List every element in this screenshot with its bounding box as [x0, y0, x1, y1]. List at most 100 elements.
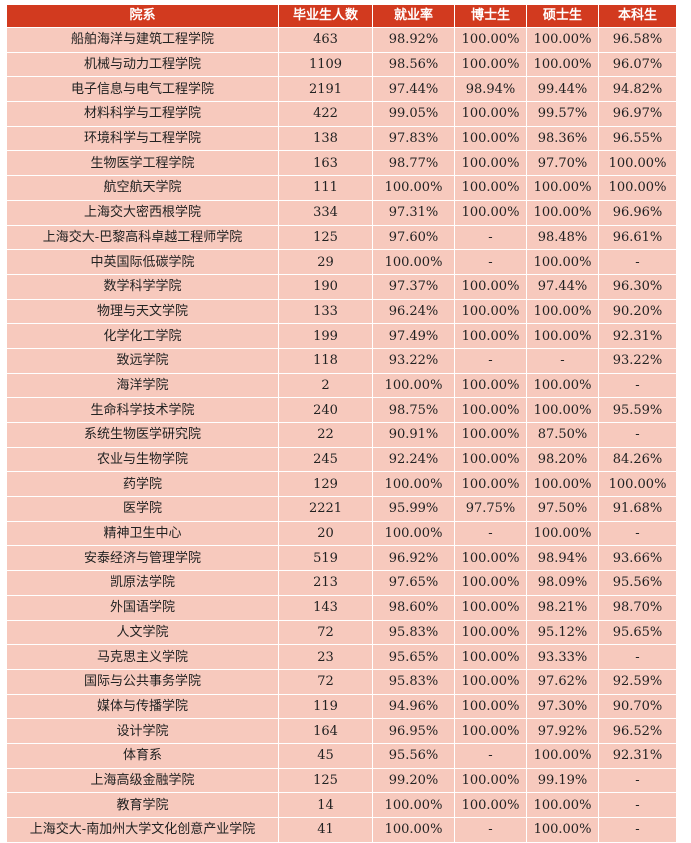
undergraduate-cell: 96.55%: [598, 125, 677, 152]
employment-rate-cell: 98.60%: [372, 594, 455, 621]
doctoral-cell: 100.00%: [454, 397, 527, 423]
header-master: 硕士生: [526, 4, 599, 28]
employment-rate-cell: 98.77%: [372, 150, 455, 177]
master-cell: 98.21%: [526, 594, 599, 621]
department-cell: 材料科学与工程学院: [6, 101, 279, 127]
table-row: 电子信息与电气工程学院 2191 97.44% 98.94% 99.44% 94.82%: [6, 76, 677, 103]
department-cell: 马克思主义学院: [6, 644, 279, 670]
employment-rate-cell: 99.20%: [372, 767, 455, 794]
graduates-cell: 334: [278, 199, 373, 226]
graduates-cell: 125: [278, 767, 373, 794]
table-row: 环境科学与工程学院 138 97.83% 100.00% 98.36% 96.55%: [6, 125, 677, 152]
graduates-cell: 2221: [278, 496, 373, 522]
employment-rate-cell: 99.05%: [372, 101, 455, 127]
employment-rate-cell: 96.24%: [372, 298, 455, 325]
department-cell: 上海高级金融学院: [6, 767, 279, 794]
doctoral-cell: 100.00%: [454, 422, 527, 448]
department-cell: 数学科学学院: [6, 273, 279, 300]
header-graduates: 毕业生人数: [278, 4, 373, 28]
master-cell: 100.00%: [526, 520, 599, 547]
undergraduate-cell: -: [598, 520, 677, 547]
master-cell: 100.00%: [526, 742, 599, 769]
undergraduate-cell: -: [598, 644, 677, 670]
undergraduate-cell: 90.70%: [598, 693, 677, 720]
department-cell: 机械与动力工程学院: [6, 51, 279, 78]
undergraduate-cell: 93.22%: [598, 347, 677, 374]
doctoral-cell: 100.00%: [454, 668, 527, 695]
employment-rate-cell: 97.65%: [372, 570, 455, 596]
table-row: 国际与公共事务学院 72 95.83% 100.00% 97.62% 92.59%: [6, 668, 677, 695]
employment-rate-cell: 100.00%: [372, 249, 455, 275]
graduates-cell: 1109: [278, 51, 373, 78]
master-cell: 100.00%: [526, 323, 599, 349]
department-cell: 国际与公共事务学院: [6, 668, 279, 695]
master-cell: 100.00%: [526, 471, 599, 498]
table-header: 院系 毕业生人数 就业率 博士生 硕士生 本科生: [6, 4, 677, 28]
employment-rate-cell: 97.31%: [372, 199, 455, 226]
table-row: 安泰经济与管理学院 519 96.92% 100.00% 98.94% 93.66%: [6, 545, 677, 572]
employment-rate-cell: 97.49%: [372, 323, 455, 349]
table-row: 航空航天学院 111 100.00% 100.00% 100.00% 100.00%: [6, 175, 677, 201]
table-row: 上海交大-南加州大学文化创意产业学院 41 100.00% -100.00% -: [6, 817, 677, 843]
undergraduate-cell: 98.70%: [598, 594, 677, 621]
graduates-cell: 45: [278, 742, 373, 769]
undergraduate-cell: 100.00%: [598, 150, 677, 177]
master-cell: 100.00%: [526, 372, 599, 399]
table-row: 系统生物医学研究院 22 90.91% 100.00% 87.50% -: [6, 422, 677, 448]
employment-rate-cell: 95.56%: [372, 742, 455, 769]
table-row: 药学院 129 100.00% 100.00% 100.00% 100.00%: [6, 471, 677, 498]
employment-rate-cell: 94.96%: [372, 693, 455, 720]
table-row: 凯原法学院 213 97.65% 100.00% 98.09% 95.56%: [6, 570, 677, 596]
graduates-cell: 190: [278, 273, 373, 300]
department-cell: 人文学院: [6, 619, 279, 646]
employment-rate-cell: 100.00%: [372, 372, 455, 399]
department-cell: 船舶海洋与建筑工程学院: [6, 27, 279, 53]
undergraduate-cell: -: [598, 422, 677, 448]
undergraduate-cell: 95.56%: [598, 570, 677, 596]
employment-rate-cell: 93.22%: [372, 347, 455, 374]
undergraduate-cell: 96.96%: [598, 199, 677, 226]
department-cell: 教育学院: [6, 792, 279, 818]
table-row: 海洋学院 2 100.00% 100.00% 100.00% -: [6, 372, 677, 399]
undergraduate-cell: 92.59%: [598, 668, 677, 695]
doctoral-cell: 98.94%: [454, 76, 527, 103]
table-row: 媒体与传播学院 119 94.96% 100.00% 97.30% 90.70%: [6, 693, 677, 720]
doctoral-cell: 100.00%: [454, 471, 527, 498]
table-row: 上海交大密西根学院 334 97.31% 100.00% 100.00% 96.96%: [6, 199, 677, 226]
undergraduate-cell: 96.07%: [598, 51, 677, 78]
doctoral-cell: 100.00%: [454, 792, 527, 818]
doctoral-cell: 100.00%: [454, 125, 527, 152]
doctoral-cell: -: [454, 520, 527, 547]
table-body: 船舶海洋与建筑工程学院 463 98.92% 100.00% 100.00% 96.58%…: [6, 27, 677, 843]
department-cell: 精神卫生中心: [6, 520, 279, 547]
undergraduate-cell: 96.61%: [598, 224, 677, 251]
graduates-cell: 119: [278, 693, 373, 720]
undergraduate-cell: 90.20%: [598, 298, 677, 325]
doctoral-cell: 100.00%: [454, 718, 527, 744]
undergraduate-cell: 100.00%: [598, 471, 677, 498]
employment-rate-cell: 96.95%: [372, 718, 455, 744]
department-cell: 生物医学工程学院: [6, 150, 279, 177]
graduates-cell: 199: [278, 323, 373, 349]
employment-rate-cell: 97.83%: [372, 125, 455, 152]
header-department: 院系: [6, 4, 279, 28]
employment-rate-cell: 95.65%: [372, 644, 455, 670]
graduates-cell: 20: [278, 520, 373, 547]
graduates-cell: 2191: [278, 76, 373, 103]
graduates-cell: 133: [278, 298, 373, 325]
graduates-cell: 163: [278, 150, 373, 177]
undergraduate-cell: 100.00%: [598, 175, 677, 201]
graduates-cell: 519: [278, 545, 373, 572]
doctoral-cell: 100.00%: [454, 619, 527, 646]
table-row: 化学化工学院 199 97.49% 100.00% 100.00% 92.31%: [6, 323, 677, 349]
department-cell: 媒体与传播学院: [6, 693, 279, 720]
master-cell: 100.00%: [526, 397, 599, 423]
employment-rate-cell: 95.99%: [372, 496, 455, 522]
doctoral-cell: 100.00%: [454, 545, 527, 572]
master-cell: 97.50%: [526, 496, 599, 522]
undergraduate-cell: 95.65%: [598, 619, 677, 646]
doctoral-cell: 97.75%: [454, 496, 527, 522]
table-row: 农业与生物学院 245 92.24% 100.00% 98.20% 84.26%: [6, 446, 677, 473]
department-cell: 环境科学与工程学院: [6, 125, 279, 152]
master-cell: 97.70%: [526, 150, 599, 177]
